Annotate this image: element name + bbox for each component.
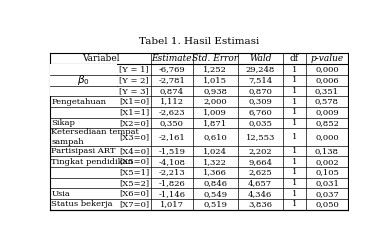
Text: 0,138: 0,138 <box>315 147 339 155</box>
Text: 0,351: 0,351 <box>315 87 339 95</box>
Text: Partisipasi ART: Partisipasi ART <box>51 147 116 155</box>
Text: -1,146: -1,146 <box>158 190 185 198</box>
Text: -6,769: -6,769 <box>158 66 185 74</box>
Bar <box>50 53 348 64</box>
Text: 0,050: 0,050 <box>315 200 339 208</box>
Text: 0,309: 0,309 <box>248 98 272 106</box>
Text: 3,836: 3,836 <box>248 200 272 208</box>
Text: 1: 1 <box>292 108 297 116</box>
Text: 2,625: 2,625 <box>248 168 272 176</box>
Text: 0,852: 0,852 <box>315 119 339 127</box>
Text: 1,017: 1,017 <box>160 200 184 208</box>
Text: 1: 1 <box>292 168 297 176</box>
Text: -2,213: -2,213 <box>158 168 185 176</box>
Text: Ketersediaan tempat
sampah: Ketersediaan tempat sampah <box>51 128 139 146</box>
Text: [X5=0]: [X5=0] <box>119 158 149 166</box>
Text: [X7=0]: [X7=0] <box>119 200 149 208</box>
Text: [Y = 3]: [Y = 3] <box>119 87 149 95</box>
Text: 0,035: 0,035 <box>248 119 272 127</box>
Text: Status bekerja: Status bekerja <box>51 200 113 208</box>
Text: 0,938: 0,938 <box>203 87 227 95</box>
Text: [Y = 1]: [Y = 1] <box>119 66 149 74</box>
Text: Wald: Wald <box>249 54 272 63</box>
Text: 0,037: 0,037 <box>315 190 339 198</box>
Text: -4,108: -4,108 <box>158 158 185 166</box>
Text: 0,105: 0,105 <box>315 168 339 176</box>
Text: 29,248: 29,248 <box>246 66 275 74</box>
Text: -1,519: -1,519 <box>158 147 185 155</box>
Text: Sikap: Sikap <box>51 119 75 127</box>
Text: 0,000: 0,000 <box>315 133 339 141</box>
Text: 1,009: 1,009 <box>203 108 227 116</box>
Text: [X1=1]: [X1=1] <box>119 108 149 116</box>
Text: 0,870: 0,870 <box>248 87 272 95</box>
Text: 12,553: 12,553 <box>246 133 275 141</box>
Text: 4,346: 4,346 <box>248 190 272 198</box>
Text: [X5=2]: [X5=2] <box>119 179 149 187</box>
Text: 1,015: 1,015 <box>203 76 227 84</box>
Text: 1: 1 <box>292 133 297 141</box>
Text: 2,000: 2,000 <box>203 98 227 106</box>
Text: 0,350: 0,350 <box>160 119 184 127</box>
Text: 0,610: 0,610 <box>203 133 227 141</box>
Text: Tingkat pendidikan: Tingkat pendidikan <box>51 158 133 166</box>
Text: $\beta_0$: $\beta_0$ <box>77 73 90 87</box>
Text: Estimate: Estimate <box>151 54 192 63</box>
Text: 1: 1 <box>292 66 297 74</box>
Text: 1: 1 <box>292 158 297 166</box>
Text: -2,623: -2,623 <box>158 108 185 116</box>
Text: 4,657: 4,657 <box>248 179 272 187</box>
Text: -2,781: -2,781 <box>158 76 185 84</box>
Text: [Y = 2]: [Y = 2] <box>119 76 149 84</box>
Text: 1: 1 <box>292 147 297 155</box>
Text: [X1=0]: [X1=0] <box>119 98 149 106</box>
Text: [X3=0]: [X3=0] <box>119 133 149 141</box>
Text: 1: 1 <box>292 200 297 208</box>
Text: [X6=0]: [X6=0] <box>119 190 149 198</box>
Text: 6,760: 6,760 <box>248 108 272 116</box>
Text: 1,252: 1,252 <box>203 66 227 74</box>
Text: 1,322: 1,322 <box>203 158 227 166</box>
Text: 0,000: 0,000 <box>315 66 339 74</box>
Text: Variabel: Variabel <box>82 54 119 63</box>
Bar <box>50 64 117 96</box>
Text: 1,024: 1,024 <box>203 147 227 155</box>
Text: [X4=0]: [X4=0] <box>119 147 149 155</box>
Text: 0,578: 0,578 <box>315 98 339 106</box>
Text: 1,112: 1,112 <box>160 98 184 106</box>
Text: 1: 1 <box>292 119 297 127</box>
Text: Usia: Usia <box>51 190 70 198</box>
Text: -2,161: -2,161 <box>158 133 185 141</box>
Text: 1: 1 <box>292 179 297 187</box>
Text: 2,202: 2,202 <box>248 147 272 155</box>
Text: df: df <box>290 54 299 63</box>
Bar <box>50 53 348 210</box>
Text: 0,519: 0,519 <box>203 200 227 208</box>
Text: 1,871: 1,871 <box>203 119 227 127</box>
Text: 1: 1 <box>292 76 297 84</box>
Text: 1: 1 <box>292 190 297 198</box>
Text: 0,009: 0,009 <box>315 108 339 116</box>
Text: -1,826: -1,826 <box>158 179 185 187</box>
Text: 1: 1 <box>292 98 297 106</box>
Text: 1,366: 1,366 <box>203 168 227 176</box>
Text: 0,002: 0,002 <box>315 158 339 166</box>
Text: 9,664: 9,664 <box>248 158 272 166</box>
Text: Std. Error: Std. Error <box>192 54 238 63</box>
Text: [X5=1]: [X5=1] <box>119 168 149 176</box>
Text: 0,846: 0,846 <box>203 179 227 187</box>
Text: [X2=0]: [X2=0] <box>119 119 149 127</box>
Text: 1: 1 <box>292 87 297 95</box>
Text: 0,874: 0,874 <box>160 87 184 95</box>
Text: 0,549: 0,549 <box>203 190 227 198</box>
Text: 0,006: 0,006 <box>315 76 339 84</box>
Text: Tabel 1. Hasil Estimasi: Tabel 1. Hasil Estimasi <box>139 37 259 46</box>
Text: p-value: p-value <box>310 54 343 63</box>
Text: 7,514: 7,514 <box>248 76 272 84</box>
Text: Pengetahuan: Pengetahuan <box>51 98 106 106</box>
Text: 0,031: 0,031 <box>315 179 339 187</box>
